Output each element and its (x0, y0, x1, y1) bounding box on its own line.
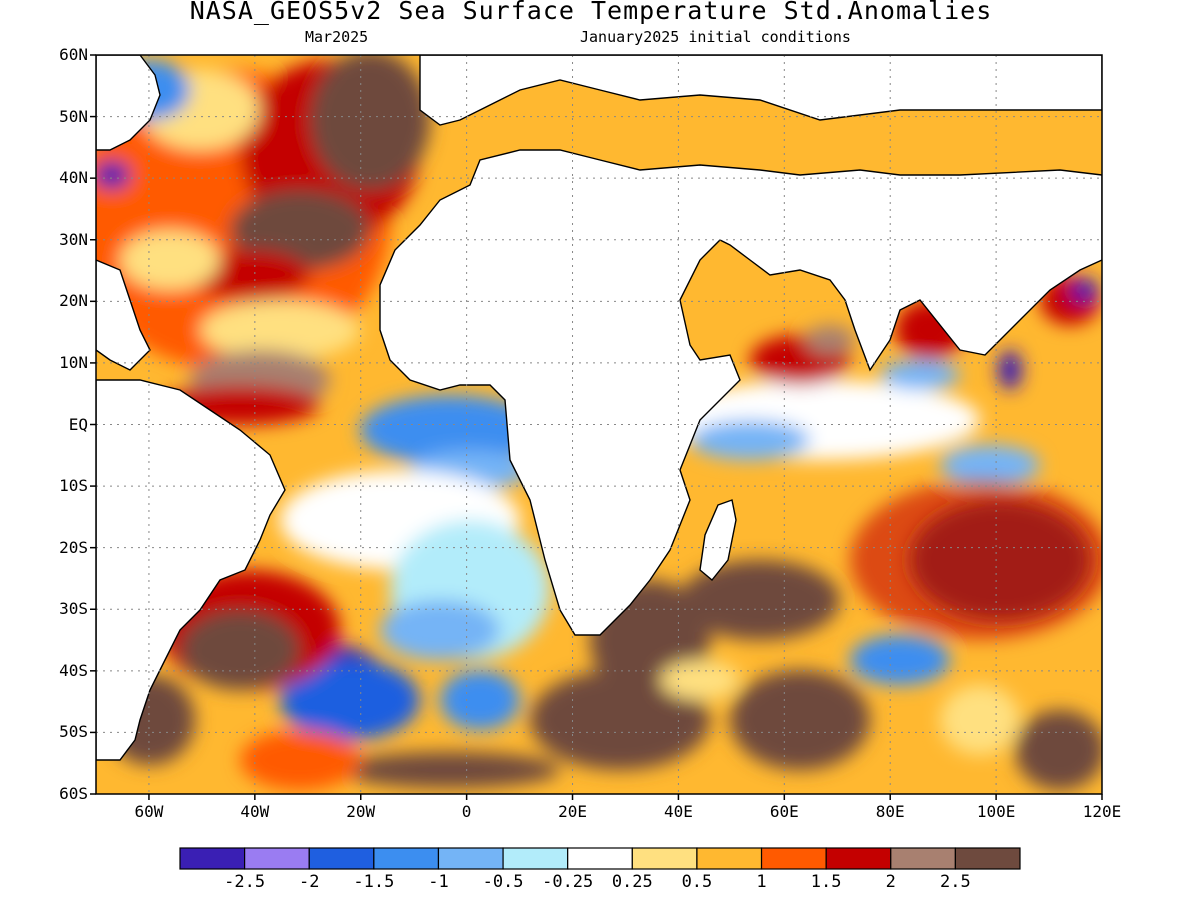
initial-conditions: January2025 initial conditions (580, 28, 851, 46)
colorbar-label: -2 (298, 872, 320, 892)
lat-label: 10S (59, 476, 88, 496)
colorbar-label: 1 (756, 872, 767, 892)
colorbar-label: -2.5 (224, 872, 266, 892)
lon-label: 120E (1082, 802, 1122, 821)
colorbar-swatch (631, 847, 698, 870)
colorbar-swatch (890, 847, 956, 870)
colorbar (179, 847, 1021, 870)
lat-label: 40N (59, 168, 88, 188)
lat-label: 30S (59, 599, 88, 619)
colorbar-label: -0.25 (542, 872, 594, 892)
colorbar-label: -1.5 (353, 872, 395, 892)
lon-label: 60W (134, 802, 164, 821)
lon-label: 40E (663, 802, 693, 821)
lon-label: 100E (976, 802, 1016, 821)
forecast-month: Mar2025 (305, 28, 369, 46)
colorbar-label: 0.5 (681, 872, 713, 892)
lat-label: 20S (59, 537, 88, 557)
colorbar-label: 1.5 (810, 872, 842, 892)
colorbar-label: 0.25 (611, 872, 653, 892)
lat-label: 60N (59, 45, 88, 64)
colorbar-swatch (437, 847, 504, 870)
lat-label: 50S (59, 722, 88, 742)
anomaly-field (96, 55, 1102, 790)
lon-label: 0 (461, 802, 472, 821)
lon-label: 20W (346, 802, 376, 821)
colorbar-swatch (696, 847, 763, 870)
colorbar-label: -0.5 (482, 872, 524, 892)
colorbar-swatch (179, 847, 246, 870)
colorbar-swatch (760, 847, 827, 870)
colorbar-swatch (567, 847, 633, 870)
lat-label: 60S (59, 784, 88, 803)
continents (96, 55, 1102, 761)
lat-label: 40S (59, 660, 88, 680)
lat-label: EQ (68, 414, 88, 434)
colorbar-label: -1 (428, 872, 449, 892)
map-title: NASA_GEOS5v2 Sea Surface Temperature Std… (189, 0, 993, 25)
lat-label: 30N (59, 229, 88, 249)
lat-label: 50N (59, 106, 88, 126)
colorbar-swatch (373, 847, 440, 870)
colorbar-swatch (502, 847, 569, 870)
colorbar-swatch (308, 847, 375, 870)
colorbar-swatch (825, 847, 892, 870)
lat-label: 10N (59, 352, 88, 372)
colorbar-label: 2.5 (940, 872, 971, 892)
lat-label: 20N (59, 291, 88, 311)
lon-label: 20E (558, 802, 587, 821)
lon-label: 80E (875, 802, 905, 821)
colorbar-label: 2 (885, 872, 896, 892)
lon-label: 60E (769, 802, 799, 821)
colorbar-swatch (954, 847, 1021, 870)
lon-label: 40W (240, 802, 270, 821)
colorbar-swatch (244, 847, 310, 870)
